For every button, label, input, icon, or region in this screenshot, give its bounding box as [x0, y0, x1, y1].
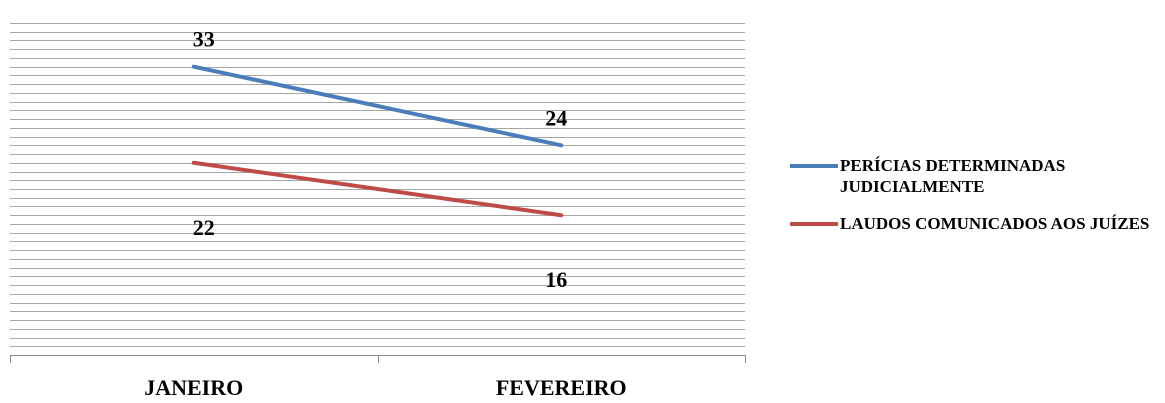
- x-axis: JANEIRO FEVEREIRO: [10, 355, 746, 400]
- series-line: [191, 160, 564, 218]
- legend-swatch-laudos: [790, 222, 838, 226]
- data-labels: 33 24 22 16: [193, 27, 568, 293]
- legend: PERÍCIAS DETERMINADAS JUDICIALMENTE LAUD…: [790, 155, 1160, 250]
- series-line: [191, 64, 564, 148]
- gridlines: [10, 23, 745, 347]
- legend-label-pericias: PERÍCIAS DETERMINADAS JUDICIALMENTE: [840, 156, 1066, 196]
- x-tick-label: JANEIRO: [144, 375, 243, 398]
- data-label: 16: [545, 267, 567, 292]
- legend-label-laudos: LAUDOS COMUNICADOS AOS JUÍZES: [840, 214, 1150, 233]
- data-label: 22: [193, 215, 215, 240]
- legend-item-laudos: LAUDOS COMUNICADOS AOS JUÍZES: [790, 213, 1160, 234]
- data-label: 24: [545, 105, 567, 130]
- legend-swatch-pericias: [790, 164, 838, 168]
- x-tick-label: FEVEREIRO: [496, 375, 627, 398]
- legend-item-pericias: PERÍCIAS DETERMINADAS JUDICIALMENTE: [790, 155, 1160, 197]
- series-lines: [191, 64, 564, 218]
- data-label: 33: [193, 27, 215, 52]
